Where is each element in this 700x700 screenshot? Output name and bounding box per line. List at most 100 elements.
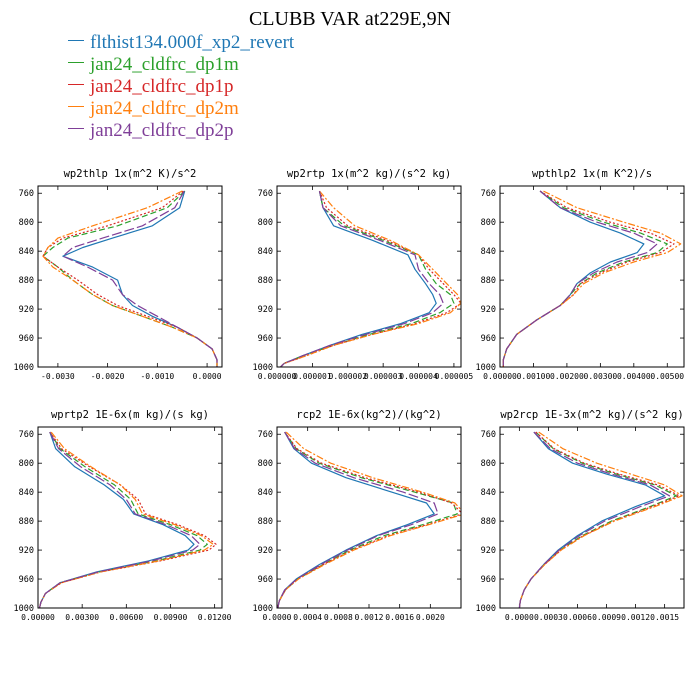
panel-2-xtick-label-2: 0.00200: [550, 372, 584, 381]
panel-0-series-3: [42, 190, 218, 367]
panel-2-xtick-label-5: 0.00500: [650, 372, 684, 381]
panel-3-ytick-label-2: 840: [19, 488, 34, 498]
panel-4-xtick-label-1: 0.0004: [293, 613, 322, 622]
panel-3-xtick-label-4: 0.01200: [198, 613, 232, 622]
panel-5-xtick-label-2: 0.0006: [563, 613, 592, 622]
panel-5-ytick-label-4: 920: [481, 546, 496, 556]
panel-0-series-4: [62, 190, 218, 367]
panel-5-ytick-label-3: 880: [481, 517, 496, 527]
legend-label-2: jan24_cldfrc_dp1p: [90, 76, 234, 97]
legend: flthist134.000f_xp2_revert jan24_cldfrc_…: [68, 32, 294, 142]
panel-4-ytick-label-4: 920: [258, 546, 273, 556]
panel-2-xtick-label-1: 0.00100: [517, 372, 551, 381]
panel-2-ytick-label-0: 760: [481, 189, 496, 199]
panel-2-xtick-label-3: 0.00300: [584, 372, 618, 381]
panel-4: rcp2 1E-6x(kg^2)/(kg^2) 760 800 840 880 920 96…: [253, 409, 462, 622]
legend-swatch-0: [68, 40, 84, 42]
panel-3-ytick-label-4: 920: [19, 546, 34, 556]
panel-4-ytick-label-0: 760: [258, 430, 273, 440]
panel-3-series-0: [38, 431, 195, 608]
panel-1-ytick-label-0: 760: [258, 189, 273, 199]
panel-0-xtick-label-2: -0.0010: [140, 372, 174, 381]
panel-3-ytick-label-6: 1000: [14, 604, 34, 614]
panel-2-series-2: [502, 190, 675, 367]
panel-0-xtick-label-1: -0.0020: [91, 372, 125, 381]
panel-1: wp2rtp 1x(m^2 kg)/(s^2 kg) 760 800 840 880 92…: [253, 168, 474, 381]
panel-2-series-0: [502, 190, 645, 367]
panel-2-ytick-label-1: 800: [481, 218, 496, 228]
legend-item-0: flthist134.000f_xp2_revert: [68, 32, 294, 54]
panel-3-xtick-label-0: 0.00000: [21, 613, 55, 622]
panel-3-series-group: [38, 431, 217, 608]
panel-5-xtick-label-1: 0.0003: [534, 613, 563, 622]
panel-1-ytick-label-2: 840: [258, 247, 273, 257]
panel-4-xtick-label-4: 0.0016: [385, 613, 414, 622]
panel-0-ytick-label-3: 880: [19, 276, 34, 286]
panel-1-xtick-label-2: 0.000002: [329, 372, 368, 381]
legend-swatch-2: [68, 84, 84, 86]
panel-4-ytick-label-3: 880: [258, 517, 273, 527]
panel-1-ytick-label-3: 880: [258, 276, 273, 286]
panel-1-title: wp2rtp 1x(m^2 kg)/(s^2 kg): [287, 168, 451, 180]
panel-2-series-4: [502, 190, 658, 367]
panel-3-xtick-label-3: 0.00900: [154, 613, 188, 622]
panel-2-xtick-label-4: 0.00400: [617, 372, 651, 381]
panel-0-series-2: [42, 190, 218, 367]
panel-2-ytick-label-4: 920: [481, 305, 496, 315]
panel-4-ytick-label-5: 960: [258, 575, 273, 585]
panel-1-series-1: [280, 190, 455, 367]
panel-4-series-1: [277, 431, 458, 608]
panel-3-ytick-label-1: 800: [19, 459, 34, 469]
panel-5-ytick-label-6: 1000: [476, 604, 496, 614]
panel-0-xtick-label-0: -0.0030: [41, 372, 75, 381]
panel-2: wpthlp2 1x(m K^2)/s 760 800 840 880 920 960 100…: [476, 168, 685, 381]
legend-item-3: jan24_cldfrc_dp2m: [68, 98, 294, 120]
panel-4-xtick-label-2: 0.0008: [324, 613, 353, 622]
legend-item-2: jan24_cldfrc_dp1p: [68, 76, 294, 98]
panel-2-series-group: [502, 190, 682, 367]
legend-swatch-4: [68, 128, 84, 130]
panel-5-xtick-label-4: 0.0012: [621, 613, 650, 622]
panel-3-ytick-label-3: 880: [19, 517, 34, 527]
panel-2-series-3: [502, 190, 682, 367]
panel-1-series-2: [280, 190, 461, 367]
panel-1-series-0: [280, 190, 437, 367]
panel-4-ytick-label-2: 840: [258, 488, 273, 498]
legend-swatch-1: [68, 62, 84, 64]
panel-5-ytick-label-2: 840: [481, 488, 496, 498]
panel-1-xtick-label-3: 0.000003: [364, 372, 403, 381]
panel-1-series-group: [280, 190, 461, 367]
panel-1-series-3: [280, 190, 461, 367]
panel-5-series-1: [518, 431, 677, 608]
panel-5-ytick-label-0: 760: [481, 430, 496, 440]
panel-1-ytick-label-6: 1000: [253, 363, 273, 373]
panel-3-xtick-label-2: 0.00600: [109, 613, 143, 622]
panel-4-series-4: [277, 431, 439, 608]
panel-0-ytick-label-6: 1000: [14, 363, 34, 373]
panel-1-xtick-label-5: 0.000005: [435, 372, 474, 381]
panel-4-title: rcp2 1E-6x(kg^2)/(kg^2): [296, 409, 441, 421]
panel-5-ytick-label-5: 960: [481, 575, 496, 585]
panel-3-series-4: [38, 431, 201, 608]
legend-label-3: jan24_cldfrc_dp2m: [90, 98, 239, 119]
panel-0: wp2thlp 1x(m^2 K)/s^2 760 800 840 880 920 960 1…: [14, 168, 223, 381]
panel-5-series-group: [518, 431, 683, 608]
figure-title: CLUBB VAR at229E,9N: [248, 8, 452, 30]
panel-0-title: wp2thlp 1x(m^2 K)/s^2: [64, 168, 197, 180]
legend-item-4: jan24_cldfrc_dp2p: [68, 120, 294, 142]
panel-1-xtick-label-1: 0.000001: [293, 372, 332, 381]
panel-2-ytick-label-2: 840: [481, 247, 496, 257]
panel-1-series-4: [280, 190, 444, 367]
panel-4-xtick-label-0: 0.0000: [263, 613, 292, 622]
panel-1-xtick-label-0: 0.000000: [258, 372, 297, 381]
panel-1-ytick-label-4: 920: [258, 305, 273, 315]
panel-1-xtick-label-4: 0.000004: [399, 372, 438, 381]
panel-0-series-group: [42, 190, 218, 367]
panel-5-series-4: [518, 431, 671, 608]
panel-0-ytick-label-5: 960: [19, 334, 34, 344]
panel-5-xtick-label-5: 0.0015: [650, 613, 679, 622]
panel-2-title: wpthlp2 1x(m K^2)/s: [532, 168, 652, 180]
panel-5-series-3: [518, 431, 683, 608]
panel-0-frame: [37, 185, 223, 368]
panel-3: wprtp2 1E-6x(m kg)/(s kg) 760 800 840 880 920…: [14, 409, 232, 622]
